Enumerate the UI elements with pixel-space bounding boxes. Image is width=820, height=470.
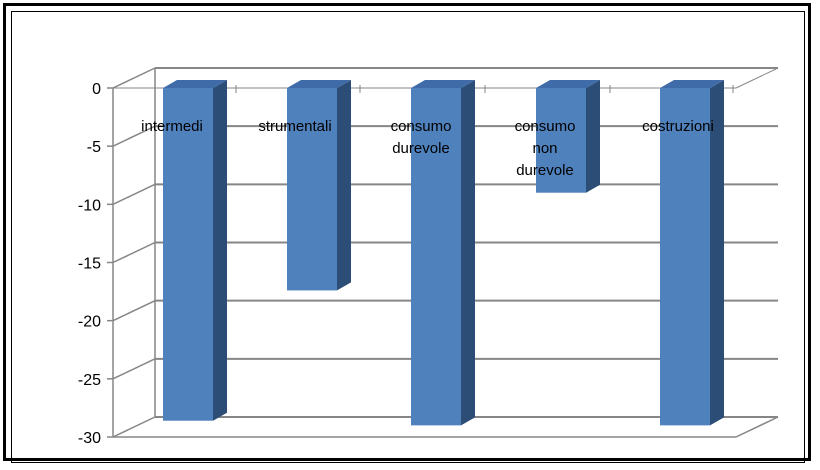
value-axis: 0 -5 -10 -15 -20 -25 -30 [78, 81, 734, 447]
floor-side-edge [735, 416, 779, 438]
y-tick-label: -15 [78, 256, 101, 273]
y-tick-label: -10 [78, 197, 101, 214]
bar [287, 88, 337, 291]
y-tick-label: 0 [92, 81, 101, 98]
side-gridline [112, 358, 156, 380]
category-label: costruzioni [642, 118, 714, 135]
bars [163, 80, 724, 426]
bar-top [660, 80, 724, 88]
y-tick-label: -20 [78, 314, 101, 331]
bar-side [586, 80, 600, 193]
bar [536, 88, 586, 193]
outer-frame [3, 3, 811, 461]
bar-top [411, 80, 475, 88]
y-tick-label: -30 [78, 430, 101, 447]
bar-top [287, 80, 351, 88]
side-gridline [112, 67, 156, 89]
category-label: strumentali [258, 118, 331, 135]
side-gridline [112, 125, 156, 147]
side-gridline [112, 299, 156, 322]
side-gridline [112, 183, 156, 206]
bar [660, 88, 710, 426]
chart-frame [11, 11, 805, 463]
bar-side [337, 80, 351, 291]
category-label: consumo non durevole [515, 118, 576, 179]
category-labels: intermedi strumentali consumo durevole consu… [141, 118, 714, 179]
bar-top [536, 80, 600, 88]
bar [163, 88, 213, 421]
y-tick-label: -5 [87, 139, 101, 156]
bar-top [163, 80, 227, 88]
side-gridline [112, 416, 156, 438]
category-label: intermedi [141, 118, 203, 135]
side-gridline [112, 241, 156, 264]
x-axis-side-line [735, 67, 779, 89]
bar [411, 88, 461, 426]
bar-side [461, 80, 475, 426]
category-label: consumo durevole [391, 118, 452, 157]
y-tick-label: -25 [78, 372, 101, 389]
bar-side [710, 80, 724, 426]
bar-side [213, 80, 227, 421]
